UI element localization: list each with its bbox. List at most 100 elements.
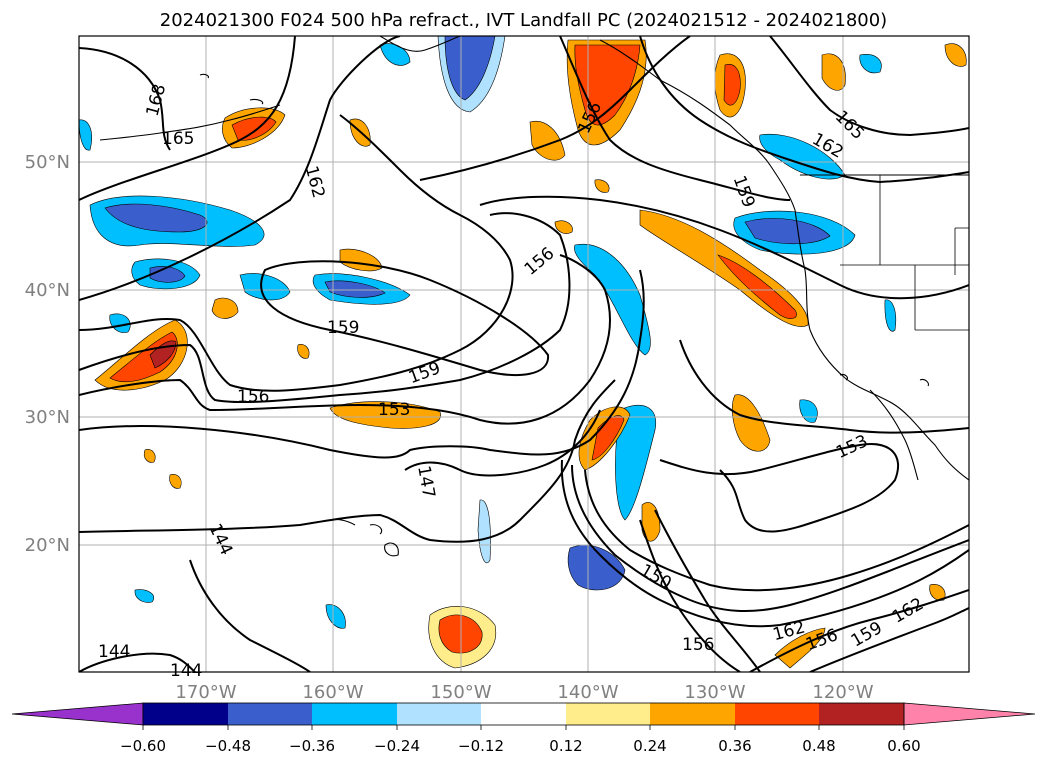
positive-anomaly-region bbox=[169, 474, 182, 489]
coastline-aleutians bbox=[99, 104, 281, 141]
positive-anomaly-region bbox=[438, 614, 483, 654]
positive-anomaly-region bbox=[944, 43, 967, 67]
contour-line bbox=[79, 36, 296, 201]
colorbar-segment bbox=[566, 703, 650, 725]
colorbar-segment bbox=[650, 703, 735, 725]
contour-line bbox=[639, 36, 969, 184]
lon-label-130w: 130°W bbox=[684, 682, 745, 703]
colorbar-tick-label: −0.48 bbox=[205, 737, 251, 755]
positive-anomaly-region bbox=[297, 344, 310, 359]
negative-anomaly-region bbox=[379, 43, 411, 66]
contour-line bbox=[419, 36, 691, 181]
contour-label: 153 bbox=[378, 400, 410, 420]
colorbar-tick-label: 0.48 bbox=[802, 737, 835, 755]
refractivity-fill-layer bbox=[79, 36, 967, 669]
colorbar-frame bbox=[142, 702, 905, 726]
colorbar-segment bbox=[312, 703, 397, 725]
lat-label-30n: 30°N bbox=[25, 407, 70, 428]
contour-line bbox=[79, 652, 196, 672]
lon-label-160w: 160°W bbox=[302, 682, 363, 703]
state-borders bbox=[840, 175, 969, 331]
negative-anomaly-region bbox=[859, 54, 882, 74]
contour-line bbox=[639, 519, 741, 672]
colorbar-segment bbox=[228, 703, 312, 725]
coastlines bbox=[99, 36, 969, 557]
positive-anomaly-region bbox=[717, 254, 797, 319]
negative-anomaly-region bbox=[744, 218, 831, 245]
coastline-islands bbox=[199, 73, 929, 387]
latitude-labels: 50°N 40°N 30°N 20°N bbox=[25, 152, 70, 556]
longitude-labels: 170°W 160°W 150°W 140°W 130°W 120°W bbox=[175, 682, 873, 703]
negative-anomaly-region bbox=[79, 119, 92, 151]
contour-line bbox=[79, 114, 514, 392]
contour-label: 156 bbox=[682, 635, 714, 655]
coastline-hawaii bbox=[329, 518, 399, 557]
contour-line bbox=[809, 607, 969, 672]
colorbar-tick-label: 0.12 bbox=[549, 737, 582, 755]
lat-label-50n: 50°N bbox=[25, 152, 70, 173]
contour-line bbox=[679, 339, 969, 434]
colorbar-tick-label: 0.60 bbox=[887, 737, 920, 755]
contour-line bbox=[479, 195, 969, 300]
contour-label: 156 bbox=[237, 387, 269, 407]
contour-line bbox=[404, 409, 601, 477]
colorbar: −0.60 −0.48 −0.36 −0.24 −0.12 0.12 0.24 … bbox=[11, 702, 1036, 755]
coastline-north-america bbox=[794, 209, 969, 481]
positive-anomaly-region bbox=[929, 584, 946, 601]
colorbar-tick-label: 0.36 bbox=[718, 737, 751, 755]
colorbar-min-extend bbox=[11, 702, 144, 726]
contour-line bbox=[654, 509, 761, 672]
colorbar-tick-label: 0.24 bbox=[633, 737, 666, 755]
negative-anomaly-region bbox=[477, 499, 491, 564]
contour-line bbox=[79, 36, 401, 301]
coastline-alaska bbox=[379, 36, 461, 52]
contour-line bbox=[749, 589, 969, 672]
coastline-baja bbox=[869, 389, 919, 481]
colorbar-segment bbox=[735, 703, 819, 725]
positive-anomaly-region bbox=[774, 627, 826, 669]
positive-anomaly-region bbox=[109, 331, 178, 383]
height-contours bbox=[79, 36, 969, 672]
contour-label: 144 bbox=[98, 642, 130, 662]
negative-anomaly-region bbox=[884, 299, 897, 332]
contour-label: 144 bbox=[170, 661, 202, 681]
contour-line bbox=[79, 379, 616, 543]
positive-anomaly-region bbox=[554, 220, 573, 234]
lat-label-40n: 40°N bbox=[25, 280, 70, 301]
negative-anomaly-region bbox=[325, 604, 346, 629]
negative-anomaly-region bbox=[759, 133, 846, 180]
map-title: 2024021300 F024 500 hPa refract., IVT La… bbox=[159, 10, 888, 31]
lon-label-140w: 140°W bbox=[557, 682, 618, 703]
contour-line bbox=[79, 269, 645, 459]
positive-anomaly-region bbox=[821, 53, 846, 91]
contour-label: 165 bbox=[162, 129, 194, 149]
contour-line bbox=[560, 459, 969, 628]
positive-anomaly-region bbox=[143, 449, 156, 463]
negative-anomaly-region bbox=[567, 544, 626, 591]
negative-anomaly-region bbox=[444, 36, 496, 101]
colorbar-tick-label: −0.60 bbox=[120, 737, 166, 755]
negative-anomaly-region bbox=[134, 589, 155, 603]
contour-line bbox=[79, 254, 611, 425]
lon-label-170w: 170°W bbox=[175, 682, 236, 703]
colorbar-tick-label: −0.24 bbox=[374, 737, 420, 755]
contour-line bbox=[79, 47, 171, 151]
positive-anomaly-region bbox=[211, 297, 239, 319]
colorbar-segment bbox=[397, 703, 481, 725]
negative-anomaly-region bbox=[239, 273, 291, 301]
colorbar-segment bbox=[819, 703, 904, 725]
negative-anomaly-region bbox=[615, 404, 657, 521]
contour-line bbox=[659, 443, 900, 533]
colorbar-tick-label: −0.12 bbox=[458, 737, 504, 755]
map-background bbox=[79, 36, 969, 672]
positive-anomaly-region bbox=[594, 179, 610, 193]
coastline-alaska-panhandle bbox=[599, 39, 796, 211]
negative-anomaly-region bbox=[104, 203, 208, 233]
contour-line bbox=[189, 559, 311, 672]
colorbar-tick-label: −0.36 bbox=[289, 737, 335, 755]
lat-label-20n: 20°N bbox=[25, 535, 70, 556]
colorbar-segment bbox=[143, 703, 228, 725]
positive-anomaly-region bbox=[329, 401, 441, 429]
contour-line bbox=[260, 260, 550, 376]
